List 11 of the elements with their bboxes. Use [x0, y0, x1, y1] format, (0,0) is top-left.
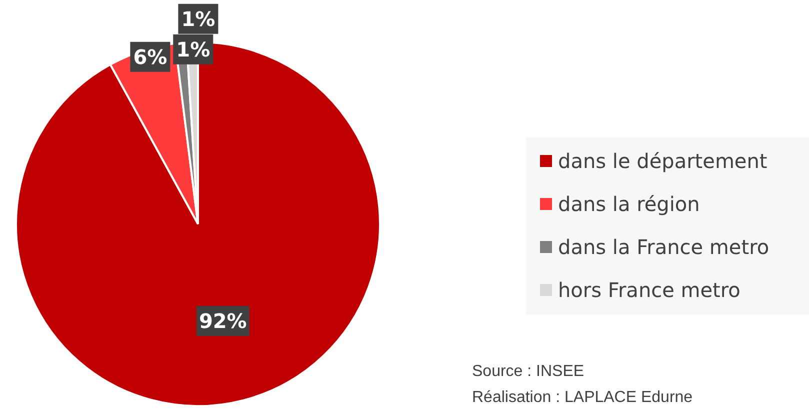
data-label: 1% — [181, 6, 216, 31]
data-label: 6% — [133, 44, 168, 69]
data-label: 1% — [176, 37, 210, 62]
text: Réalisation : LAPLACE Edurne — [472, 389, 693, 406]
data-label: 92% — [198, 308, 247, 333]
pie-slice — [15, 41, 381, 407]
legend-label: dans la région — [558, 192, 700, 216]
legend-label: dans le département — [558, 149, 768, 173]
legend-label: dans la France metro — [558, 235, 770, 259]
legend-label: hors France metro — [558, 278, 740, 302]
source-note: Source : INSEE — [472, 363, 584, 380]
